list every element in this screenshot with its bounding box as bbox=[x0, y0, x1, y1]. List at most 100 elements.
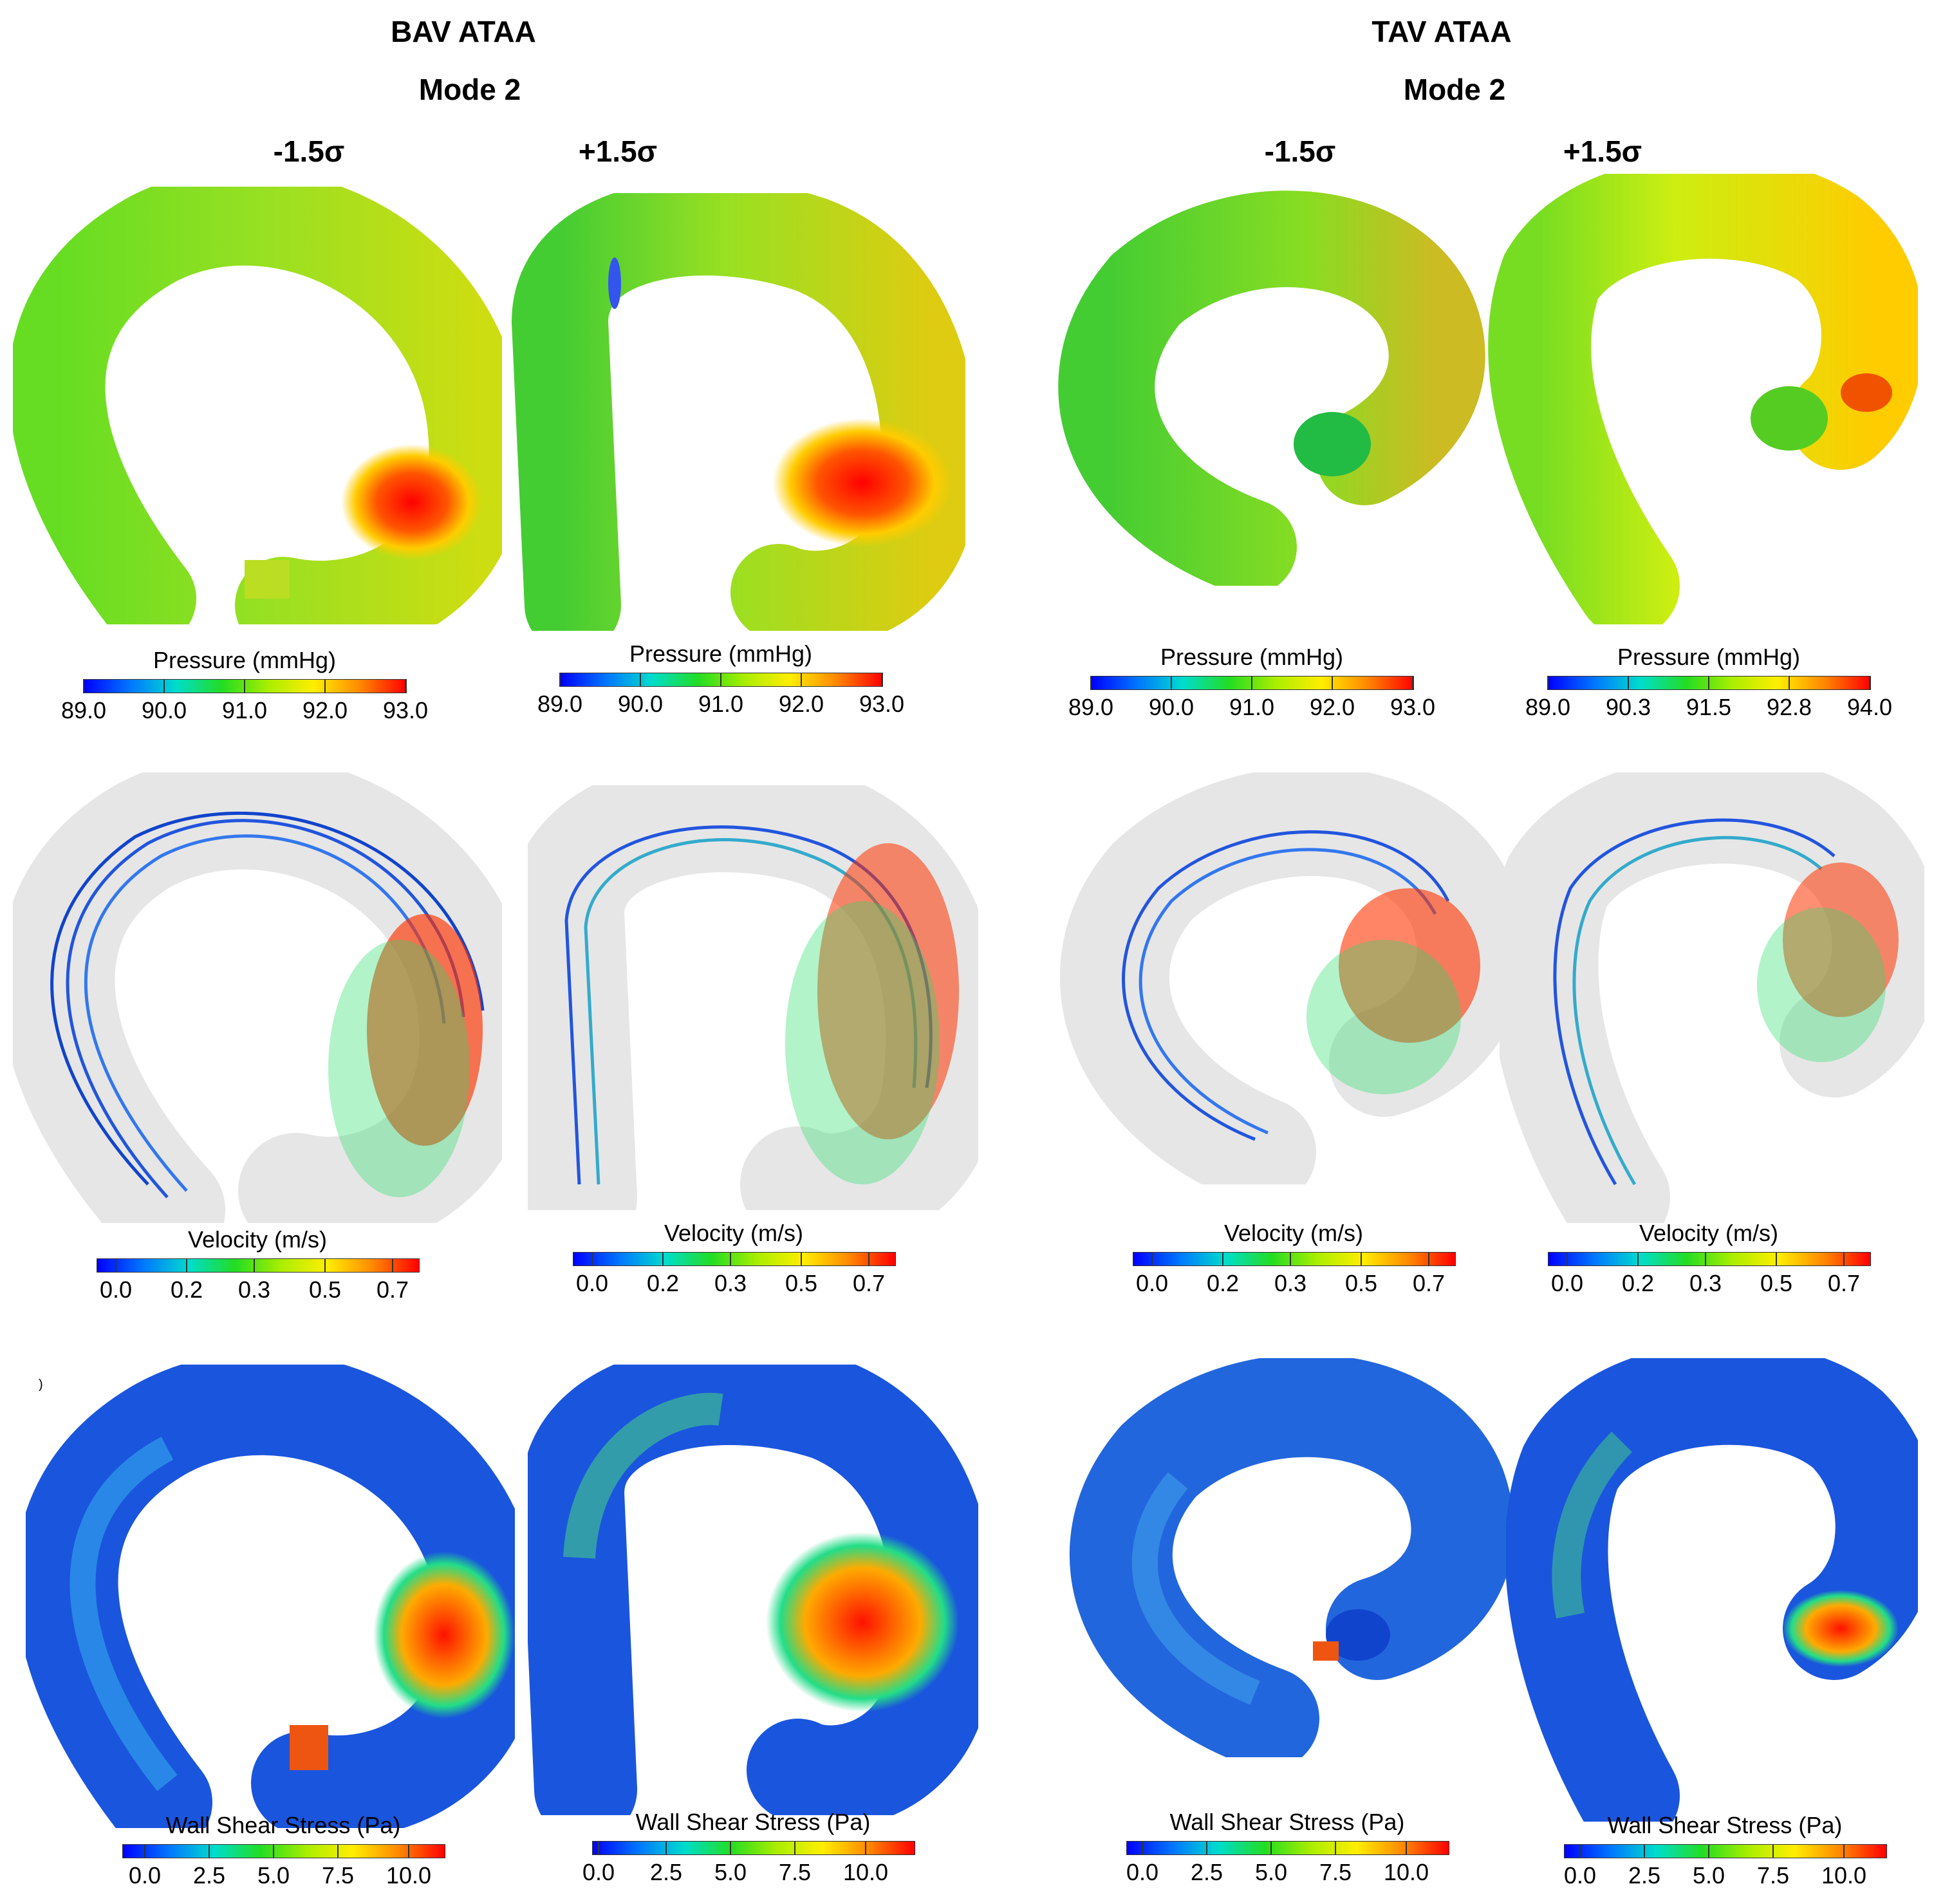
wss-aorta-bav-minus bbox=[26, 1365, 515, 1828]
colorbar-tick: 91.5 bbox=[1686, 694, 1732, 720]
colorbar-tick: 89.0 bbox=[537, 691, 583, 717]
colorbar-title: Pressure (mmHg) bbox=[1617, 644, 1801, 670]
colorbar-tick: 0.2 bbox=[170, 1276, 203, 1303]
colorbar-tick-mark bbox=[1151, 1252, 1153, 1266]
wss-aorta-tav-plus bbox=[1506, 1358, 1918, 1822]
colorbar-tick-mark bbox=[801, 673, 802, 687]
colorbar-tick: 7.5 bbox=[778, 1859, 812, 1885]
colorbar-tick-mark bbox=[1869, 676, 1870, 690]
colorbar-tick: 0.7 bbox=[852, 1270, 886, 1296]
colorbar-gradient bbox=[1548, 1252, 1871, 1266]
colorbar-tick-mark bbox=[662, 1252, 664, 1266]
colorbar-tick-mark bbox=[1567, 1252, 1568, 1266]
colorbar-tick: 0.3 bbox=[1689, 1270, 1722, 1296]
pressure-aorta-tav-minus bbox=[1058, 191, 1485, 586]
colorbar-tick: 89.0 bbox=[1525, 694, 1571, 720]
colorbar-tick-mark bbox=[801, 1252, 802, 1266]
colorbar-tick-mark bbox=[1789, 676, 1790, 690]
colorbar-tick: 0.0 bbox=[1550, 1270, 1584, 1296]
colorbar-title: Velocity (m/s) bbox=[664, 1220, 804, 1246]
colorbar-title: Velocity (m/s) bbox=[1639, 1220, 1779, 1246]
wss-colorbar: Wall Shear Stress (Pa) 0.0 2.5 5.0 7.5 1… bbox=[109, 1812, 457, 1889]
velocity-streamlines-bav-plus bbox=[528, 785, 978, 1210]
velocity-colorbar: Velocity (m/s) 0.0 0.2 0.3 0.5 0.7 bbox=[560, 1220, 907, 1297]
colorbar-tick-mark bbox=[794, 1841, 795, 1855]
pressure-colorbar: Pressure (mmHg) 89.0 90.0 91.0 92.0 93.0 bbox=[61, 647, 428, 724]
colorbar-tick-mark bbox=[392, 1258, 393, 1273]
colorbar-tick: 10.0 bbox=[1383, 1859, 1429, 1885]
sigma-label-bav-minus: -1.5σ bbox=[273, 135, 345, 168]
wss-aorta-tav-minus bbox=[1069, 1358, 1512, 1757]
colorbar-tick: 0.7 bbox=[1827, 1270, 1861, 1296]
colorbar-tick-mark bbox=[1361, 1252, 1362, 1266]
colorbar-title: Pressure (mmHg) bbox=[629, 640, 813, 667]
colorbar-tick-mark bbox=[1406, 1841, 1407, 1855]
colorbar-tick-mark bbox=[324, 679, 326, 693]
colorbar-tick: 91.0 bbox=[698, 691, 744, 717]
colorbar-tick: 0.7 bbox=[376, 1276, 409, 1303]
colorbar-tick-mark bbox=[868, 1252, 869, 1266]
colorbar-tick-mark bbox=[1171, 676, 1172, 690]
pressure-aorta-bav-plus bbox=[511, 193, 965, 631]
colorbar-tick-mark bbox=[163, 679, 165, 693]
colorbar-tick: 5.0 bbox=[1254, 1859, 1288, 1885]
colorbar-tick-mark bbox=[83, 679, 84, 693]
colorbar-title: Wall Shear Stress (Pa) bbox=[1169, 1809, 1405, 1835]
colorbar-tick: 94.0 bbox=[1846, 694, 1893, 720]
velocity-streamlines-tav-minus bbox=[1059, 772, 1512, 1184]
colorbar-tick-mark bbox=[1628, 676, 1629, 690]
colorbar-tick: 92.0 bbox=[302, 697, 348, 723]
colorbar-tick: 90.3 bbox=[1605, 694, 1651, 720]
colorbar-tick: 0.5 bbox=[785, 1270, 818, 1296]
colorbar-tick-mark bbox=[1705, 1252, 1706, 1266]
colorbar-tick: 0.0 bbox=[1126, 1859, 1159, 1885]
colorbar-tick-mark bbox=[405, 679, 406, 693]
colorbar-tick: 0.0 bbox=[128, 1862, 162, 1889]
colorbar-tick: 0.2 bbox=[1206, 1270, 1240, 1296]
colorbar-tick-mark bbox=[244, 679, 245, 693]
colorbar-tick-mark bbox=[1290, 1252, 1291, 1266]
colorbar-tick: 89.0 bbox=[1068, 694, 1114, 720]
colorbar-tick-mark bbox=[1772, 1844, 1774, 1858]
colorbar-tick-mark bbox=[1335, 1841, 1336, 1855]
colorbar-gradient bbox=[1548, 676, 1871, 690]
colorbar-gradient bbox=[1126, 1841, 1449, 1855]
colorbar-tick: 5.0 bbox=[1692, 1862, 1725, 1889]
pressure-aorta-tav-plus bbox=[1488, 174, 1918, 624]
colorbar-tick-mark bbox=[324, 1258, 326, 1273]
colorbar-title: Pressure (mmHg) bbox=[1160, 644, 1344, 670]
colorbar-gradient bbox=[1564, 1844, 1887, 1858]
colorbar-title: Velocity (m/s) bbox=[187, 1226, 328, 1253]
colorbar-tick: 0.0 bbox=[575, 1270, 609, 1296]
velocity-colorbar: Velocity (m/s) 0.0 0.2 0.3 0.5 0.7 bbox=[84, 1226, 431, 1303]
colorbar-tick: 2.5 bbox=[1190, 1859, 1223, 1885]
colorbar-tick: 0.2 bbox=[646, 1270, 680, 1296]
colorbar-tick-mark bbox=[598, 1841, 599, 1855]
colorbar-gradient bbox=[84, 679, 407, 693]
colorbar-tick-mark bbox=[408, 1844, 409, 1858]
colorbar-tick: 92.0 bbox=[778, 691, 824, 717]
colorbar-gradient bbox=[592, 1841, 915, 1855]
colorbar-tick: 0.0 bbox=[582, 1859, 615, 1885]
colorbar-tick: 7.5 bbox=[1756, 1862, 1790, 1889]
colorbar-tick-mark bbox=[1644, 1844, 1645, 1858]
colorbar-tick: 5.0 bbox=[257, 1862, 290, 1889]
colorbar-tick: 92.8 bbox=[1766, 694, 1812, 720]
velocity-colorbar: Velocity (m/s) 0.0 0.2 0.3 0.5 0.7 bbox=[1535, 1220, 1883, 1297]
pressure-aorta-bav-minus bbox=[13, 187, 502, 624]
colorbar-tick: 90.0 bbox=[141, 697, 187, 723]
colorbar-tick-mark bbox=[1332, 676, 1333, 690]
colorbar-tick-mark bbox=[1142, 1841, 1143, 1855]
colorbar-tick-mark bbox=[144, 1844, 145, 1858]
colorbar-tick-mark bbox=[273, 1844, 274, 1858]
colorbar-tick-mark bbox=[881, 673, 882, 687]
colorbar-tick-mark bbox=[720, 673, 721, 687]
colorbar-tick: 91.0 bbox=[1229, 694, 1275, 720]
colorbar-gradient bbox=[1133, 1252, 1456, 1266]
colorbar-tick-mark bbox=[1843, 1844, 1845, 1858]
colorbar-gradient bbox=[1091, 676, 1414, 690]
colorbar-tick: 2.5 bbox=[1628, 1862, 1661, 1889]
colorbar-tick-mark bbox=[1579, 1844, 1581, 1858]
wss-colorbar: Wall Shear Stress (Pa) 0.0 2.5 5.0 7.5 1… bbox=[1551, 1812, 1899, 1889]
colorbar-tick: 89.0 bbox=[60, 697, 107, 723]
